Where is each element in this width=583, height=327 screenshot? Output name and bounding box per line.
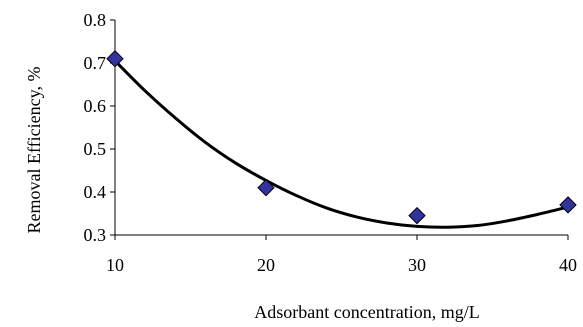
y-tick-label: 0.8 [84, 10, 107, 30]
data-point-marker [408, 206, 426, 225]
data-point-marker [559, 196, 577, 214]
x-tick-label: 40 [559, 255, 577, 275]
plot-area: 0.3 0.4 0.5 0.6 0.7 0.8 10 20 30 40 [84, 10, 578, 275]
data-point-marker [257, 178, 275, 197]
data-point-marker [106, 49, 124, 68]
y-tick-label: 0.3 [84, 225, 107, 245]
y-tick-label: 0.7 [84, 53, 107, 73]
x-axis-title: Adsorbant concentration, mg/L [254, 302, 479, 322]
x-tick-label: 10 [106, 255, 124, 275]
y-tick-label: 0.6 [84, 96, 107, 116]
y-tick-label: 0.4 [84, 182, 107, 202]
x-tick-label: 20 [257, 255, 275, 275]
y-axis-title: Removal Efficiency, % [24, 67, 44, 234]
trendline [113, 59, 569, 229]
x-tick-label: 30 [408, 255, 426, 275]
y-tick-label: 0.5 [84, 139, 107, 159]
